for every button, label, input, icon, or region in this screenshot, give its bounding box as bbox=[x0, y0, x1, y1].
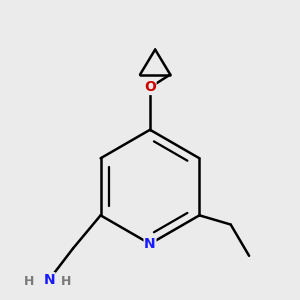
Text: H: H bbox=[24, 275, 34, 288]
Text: H: H bbox=[60, 275, 71, 288]
Text: N: N bbox=[144, 237, 156, 251]
Text: N: N bbox=[43, 273, 55, 287]
Text: O: O bbox=[144, 80, 156, 94]
